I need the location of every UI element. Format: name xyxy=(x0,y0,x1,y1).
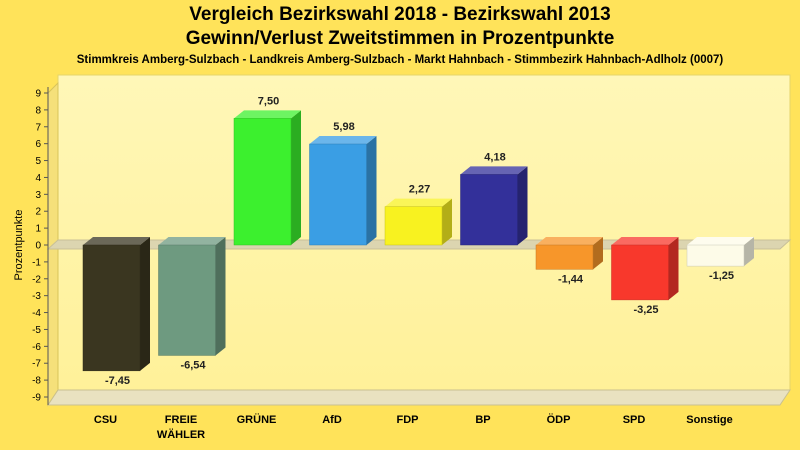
y-tick-label: 5 xyxy=(35,156,41,167)
y-tick-label: -4 xyxy=(32,308,41,319)
labels-group: -7,45 CSU -6,54 FREIE WÄHLER 7,50 GRÜNE 5,98 AfD… xyxy=(94,95,734,441)
chart-region-subtitle: Stimmkreis Amberg-Sulzbach - Landkreis A… xyxy=(76,54,724,66)
value-label-7: -3,25 xyxy=(633,304,658,316)
bar-side-7 xyxy=(668,237,679,300)
floor xyxy=(47,389,791,406)
y-tick-label: 4 xyxy=(35,173,41,184)
y-tick-label: -5 xyxy=(32,325,41,336)
y-tick-label: 6 xyxy=(35,139,41,150)
y-tick-label: -7 xyxy=(32,359,41,370)
category-label-2: GRÜNE xyxy=(237,413,277,426)
value-label-0: -7,45 xyxy=(105,375,130,387)
value-label-4: 2,27 xyxy=(409,184,430,196)
bar-top-6 xyxy=(536,237,603,245)
bar-3 xyxy=(309,143,367,246)
category-label-0: CSU xyxy=(94,414,117,426)
category-label-4: FDP xyxy=(397,414,419,426)
y-tick-label: 7 xyxy=(35,122,41,133)
bar-top-1 xyxy=(158,237,226,245)
value-label-1: -6,54 xyxy=(180,359,206,371)
bar-4 xyxy=(384,206,443,246)
y-tick-label: -9 xyxy=(32,393,41,404)
value-label-6: -1,44 xyxy=(558,273,584,285)
bar-side-5 xyxy=(517,166,528,245)
bar-side-2 xyxy=(291,110,301,245)
y-tick-label: -6 xyxy=(32,342,41,353)
bar-side-6 xyxy=(593,237,603,270)
chart-subtitle: Gewinn/Verlust Zweitstimmen in Prozentpu… xyxy=(185,28,615,49)
y-tick-label: -3 xyxy=(32,291,41,302)
category-label-8: Sonstige xyxy=(686,414,732,426)
chart-title: Vergleich Bezirkswahl 2018 - Bezirkswahl… xyxy=(189,4,611,25)
bar-2 xyxy=(233,118,292,246)
bar-top-8 xyxy=(687,237,754,245)
bar-8 xyxy=(686,244,745,267)
bar-side-3 xyxy=(366,136,377,245)
value-label-2: 7,50 xyxy=(258,95,279,107)
value-label-8: -1,25 xyxy=(709,270,734,282)
value-label-3: 5,98 xyxy=(333,121,354,133)
value-label-5: 4,18 xyxy=(484,151,505,163)
bar-1 xyxy=(158,244,216,356)
bar-side-1 xyxy=(215,237,226,356)
category-label-1: FREIE xyxy=(165,414,197,426)
y-tick-label: 8 xyxy=(35,105,41,116)
bar-6 xyxy=(535,244,594,270)
category-label-6: ÖDP xyxy=(547,413,571,426)
bar-0 xyxy=(82,244,141,372)
bar-5 xyxy=(460,174,518,246)
y-tick-label: -2 xyxy=(32,274,41,285)
bar-side-0 xyxy=(140,237,150,371)
category-label-5: BP xyxy=(475,414,490,426)
bar-top-5 xyxy=(460,166,528,175)
bar-top-3 xyxy=(309,136,377,145)
category-label-7: SPD xyxy=(623,414,646,426)
bar-top-4 xyxy=(385,198,452,207)
y-tick-label: -8 xyxy=(32,376,41,387)
y-axis-label: Prozentpunkte xyxy=(13,210,25,281)
y-tick-label: 2 xyxy=(35,207,41,218)
bar-top-0 xyxy=(83,237,150,245)
y-tick-label: 1 xyxy=(35,224,41,235)
category-label-line2-1: WÄHLER xyxy=(157,428,205,441)
y-tick-label: 9 xyxy=(35,89,41,100)
y-tick-label: 3 xyxy=(35,190,41,201)
y-tick-label: 0 xyxy=(35,241,41,252)
bar-top-7 xyxy=(611,237,679,245)
bars-group xyxy=(82,110,754,372)
bar-side-8 xyxy=(744,237,754,267)
category-label-3: AfD xyxy=(322,414,342,426)
y-tick-label: -1 xyxy=(32,257,41,268)
bar-top-2 xyxy=(234,110,301,119)
bar-7 xyxy=(611,244,669,301)
bar-side-4 xyxy=(442,198,452,245)
